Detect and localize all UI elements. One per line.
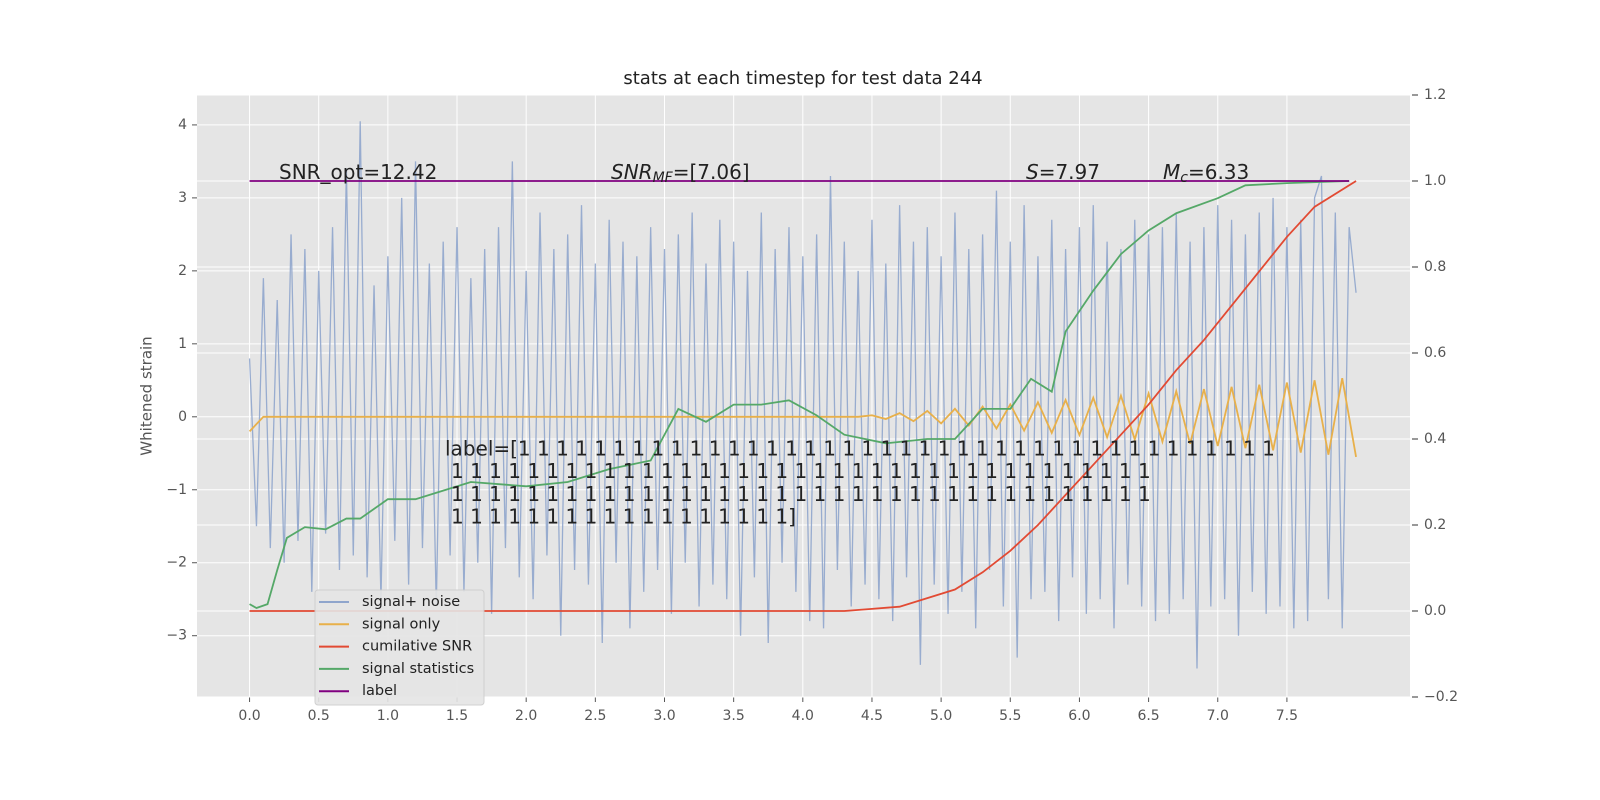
y-tick-label: 1 xyxy=(178,336,187,352)
y-axis-label: Whitened strain xyxy=(138,336,156,455)
x-tick-label: 6.5 xyxy=(1137,708,1159,724)
annotation-symbol: SNR xyxy=(611,160,653,184)
legend-label: signal only xyxy=(362,616,441,632)
series-line xyxy=(249,180,1350,609)
x-tick-label: 3.5 xyxy=(723,708,745,724)
label-text: 1 1 1 1 1 1 1 1 1 1 1 1 1 1 1 1 1 1 1 1 … xyxy=(451,482,1151,506)
annotation-subscript: c xyxy=(1180,170,1188,186)
annotation-symbol: S xyxy=(1026,160,1039,184)
series-line xyxy=(248,377,1357,458)
x-tick-label: 7.5 xyxy=(1276,708,1298,724)
x-tick-label: 5.5 xyxy=(999,708,1021,724)
y-tick-label: −2 xyxy=(166,555,187,571)
series-line xyxy=(249,180,1357,612)
x-tick-label: 0.5 xyxy=(308,708,330,724)
y2-tick-label: 0.0 xyxy=(1424,603,1446,619)
y-tick-label: 4 xyxy=(178,117,187,133)
x-tick-label: 6.0 xyxy=(1068,708,1090,724)
annotation-symbol: M xyxy=(1163,160,1180,184)
y2-tick-label: 1.2 xyxy=(1424,87,1446,103)
y-tick-label: −1 xyxy=(166,482,187,498)
annotation: S=7.97 xyxy=(1026,160,1100,184)
annotation-text: =7.97 xyxy=(1039,160,1100,184)
x-tick-label: 3.0 xyxy=(653,708,675,724)
legend-label: signal statistics xyxy=(362,661,474,677)
legend-box xyxy=(314,589,485,706)
x-tick-label: 2.5 xyxy=(584,708,606,724)
y2-tick-label: 0.6 xyxy=(1424,345,1446,361)
legend-label: cumilative SNR xyxy=(362,639,472,655)
annotation-text: SNR_opt=12.42 xyxy=(279,160,437,184)
legend-label: label xyxy=(362,683,397,699)
x-tick-label: 7.0 xyxy=(1207,708,1229,724)
y-tick-label: 3 xyxy=(178,190,187,206)
y2-tick-label: −0.2 xyxy=(1424,689,1458,705)
annotation-text: =[7.06] xyxy=(673,160,750,184)
x-tick-label: 0.0 xyxy=(238,708,260,724)
x-tick-label: 2.0 xyxy=(515,708,537,724)
y-tick-label: 0 xyxy=(178,409,187,425)
y2-tick-label: 0.8 xyxy=(1424,259,1446,275)
x-tick-label: 4.5 xyxy=(861,708,883,724)
x-tick-label: 1.5 xyxy=(446,708,468,724)
annotation: SNRMF=[7.06] xyxy=(611,160,750,187)
y2-tick-label: 0.4 xyxy=(1424,431,1446,447)
annotation-subscript: MF xyxy=(653,170,674,186)
y-tick-label: 2 xyxy=(178,263,187,279)
y2-tick-label: 0.2 xyxy=(1424,517,1446,533)
x-tick-label: 5.0 xyxy=(930,708,952,724)
x-tick-label: 4.0 xyxy=(792,708,814,724)
x-tick-label: 1.0 xyxy=(377,708,399,724)
y-tick-label: −3 xyxy=(166,628,187,644)
y2-tick-label: 1.0 xyxy=(1424,173,1446,189)
chart-title: stats at each timestep for test data 244 xyxy=(623,68,982,89)
annotation-text: =6.33 xyxy=(1188,160,1249,184)
annotation: Mc=6.33 xyxy=(1163,160,1249,187)
legend-label: signal+ noise xyxy=(362,594,460,610)
series-line xyxy=(248,121,1357,669)
annotation: SNR_opt=12.42 xyxy=(279,160,437,184)
label-text: label=[1 1 1 1 1 1 1 1 1 1 1 1 1 1 1 1 1… xyxy=(445,437,1275,461)
label-text: 1 1 1 1 1 1 1 1 1 1 1 1 1 1 1 1 1 1] xyxy=(451,505,796,529)
label-text: 1 1 1 1 1 1 1 1 1 1 1 1 1 1 1 1 1 1 1 1 … xyxy=(451,459,1151,483)
